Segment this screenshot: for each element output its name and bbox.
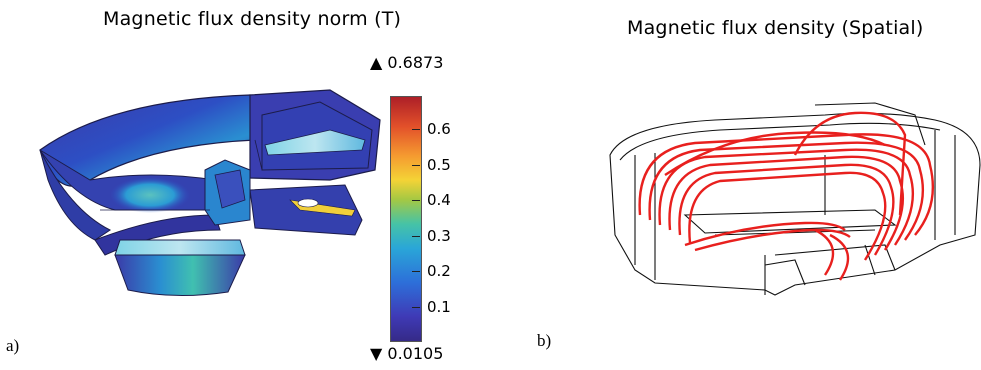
- colorbar-min-label: ▼ 0.0105: [370, 344, 444, 363]
- panel-b-title: Magnetic flux density (Spatial): [627, 17, 924, 39]
- colorbar-tick-mark: [412, 200, 420, 201]
- flux-streamlines: [638, 111, 934, 281]
- colorbar-tick-label: 0.4: [427, 191, 451, 209]
- colorbar-tick-label: 0.1: [427, 298, 451, 316]
- colorbar-tick-mark: [412, 271, 420, 272]
- panel-a-title: Magnetic flux density norm (T): [103, 8, 402, 30]
- colorbar-max-label: ▲ 0.6873: [370, 53, 444, 72]
- panel-b-label: b): [537, 331, 552, 350]
- colorbar-tick-label: 0.6: [427, 120, 451, 138]
- wireframe-outline: [609, 102, 981, 296]
- panel-b: Magnetic flux density (Spatial) b): [490, 0, 981, 370]
- colorbar-tick-mark: [412, 307, 420, 308]
- panel-a: Magnetic flux density norm (T): [0, 0, 490, 370]
- colorbar-tick-label: 0.3: [427, 227, 451, 245]
- colorbar-tick-mark: [412, 236, 420, 237]
- flux-norm-surface-plot: [39, 89, 381, 297]
- colorbar-tick-label: 0.5: [427, 156, 451, 174]
- panel-a-label: a): [6, 336, 20, 355]
- colorbar-tick-mark: [412, 129, 420, 130]
- colorbar-tick-label: 0.2: [427, 262, 451, 280]
- colorbar-tick-mark: [412, 165, 420, 166]
- colorbar: [390, 96, 422, 342]
- flux-streamline-plot: [609, 102, 981, 296]
